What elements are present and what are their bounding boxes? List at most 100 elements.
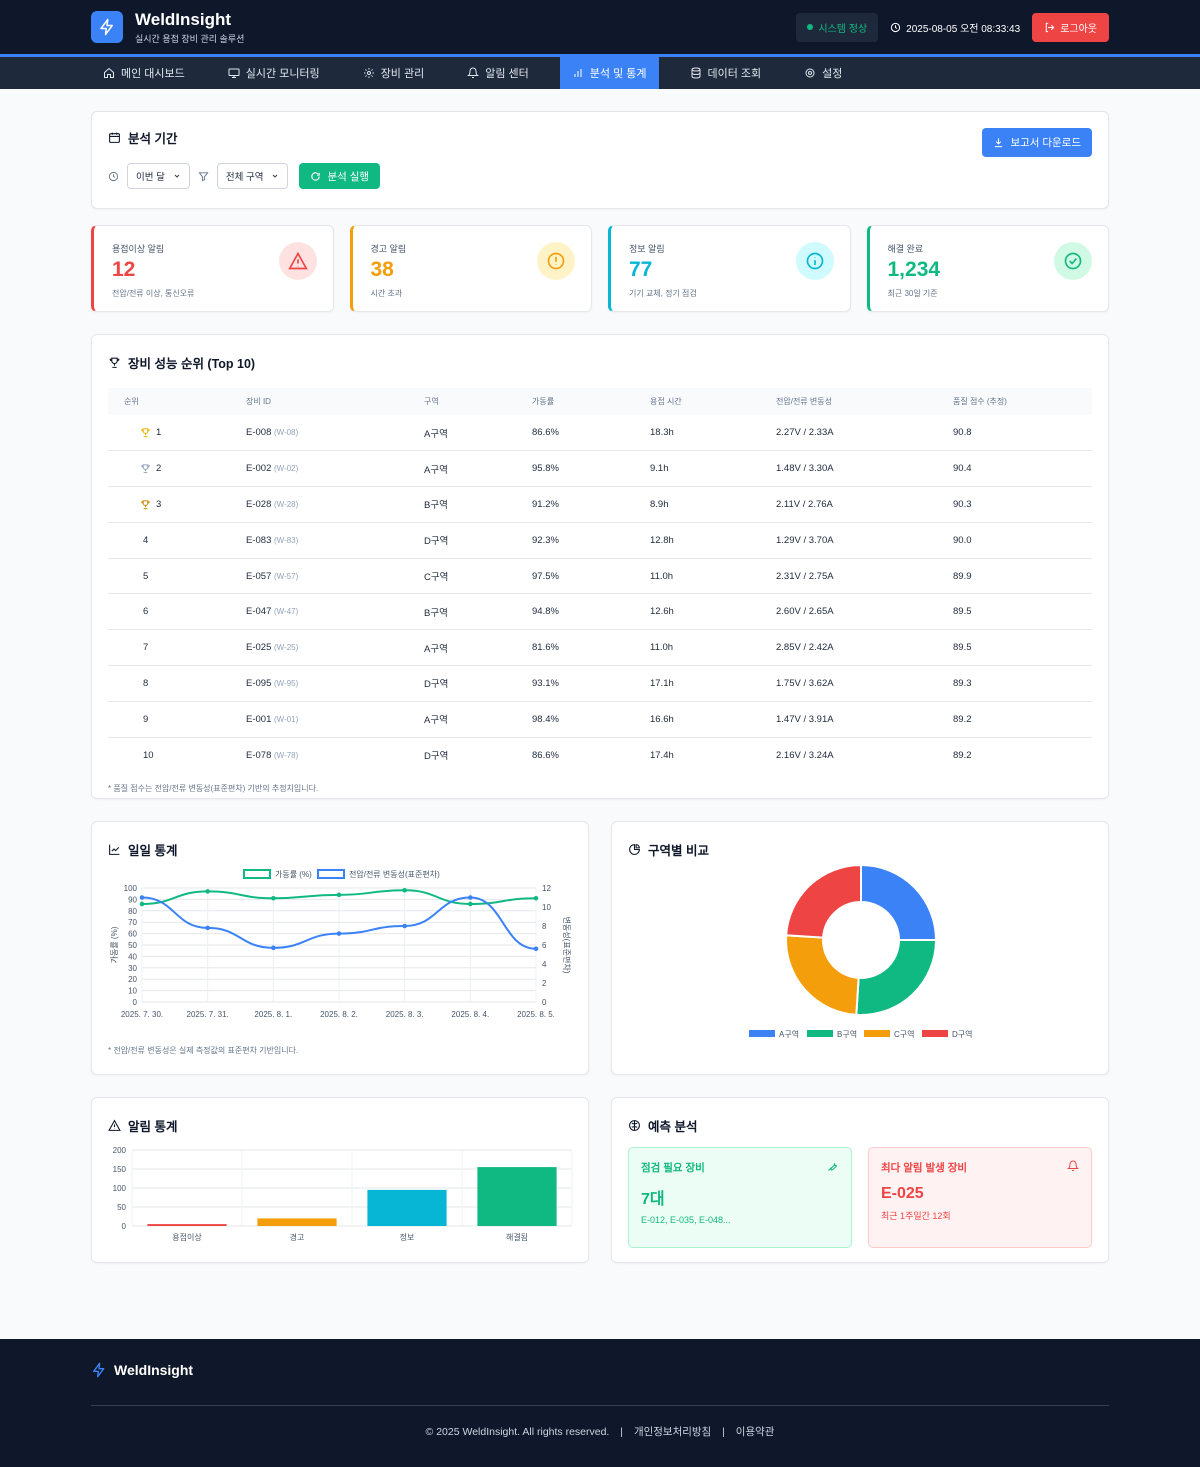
legend-label: 가동률 (%) (275, 870, 312, 879)
data-point[interactable] (205, 925, 210, 931)
zone-cell: A구역 (408, 629, 516, 667)
table-row[interactable]: 10 E-078 (W-78) D구역 86.6% 17.4h 2.16V / … (108, 737, 1092, 773)
data-point[interactable] (336, 892, 342, 898)
zone-title: 구역별 비교 (648, 844, 709, 858)
equipment-id-cell: E-057 (W-57) (230, 558, 408, 595)
table-row[interactable]: 9 E-001 (W-01) A구역 98.4% 16.6h 1.47V / 3… (108, 701, 1092, 738)
terms-link[interactable]: 이용약관 (735, 1426, 775, 1438)
refresh-icon (311, 171, 321, 181)
data-point[interactable] (402, 923, 407, 929)
equipment-sub-id: (W-83) (274, 535, 299, 545)
y-tick-label: 200 (113, 1146, 127, 1155)
x-tick-label: 2025. 8. 2. (320, 1010, 358, 1019)
zone-select[interactable]: 전체 구역 (216, 163, 289, 189)
y-tick-label: 90 (128, 895, 137, 904)
equipment-id: E-025 (246, 642, 272, 654)
legend-label: 전압/전류 변동성(표준편차) (349, 869, 440, 879)
footer-brand[interactable]: WeldInsight (91, 1339, 1109, 1378)
nav-alert-center[interactable]: 알림 센터 (455, 57, 541, 89)
nav-realtime-monitoring[interactable]: 실시간 모니터링 (216, 57, 332, 89)
privacy-link[interactable]: 개인정보처리방침 (633, 1426, 712, 1438)
equipment-id-cell: E-002 (W-02) (230, 450, 408, 488)
table-row[interactable]: 2 E-002 (W-02) A구역 95.8% 9.1h 1.48V / 3.… (108, 450, 1092, 488)
stat-card: 용접이상 알림 12 전압/전류 이상, 통신오류 (91, 225, 334, 312)
column-header: 구역 (424, 397, 439, 406)
logout-button[interactable]: 로그아웃 (1032, 12, 1109, 42)
data-point[interactable] (139, 901, 145, 907)
brand[interactable]: WeldInsight 실시간 용접 장비 관리 솔루션 (91, 10, 244, 45)
top-alert-value: E-025 (881, 1185, 924, 1202)
x-tick-label: 경고 (290, 1232, 305, 1242)
data-point[interactable] (468, 901, 473, 907)
bolt-icon (91, 11, 123, 43)
stat-value: 1,234 (887, 258, 941, 281)
zone-cell: A구역 (408, 415, 516, 452)
download-report-button[interactable]: 보고서 다운로드 (982, 128, 1092, 157)
run-analysis-button[interactable]: 분석 실행 (299, 163, 381, 189)
maintenance-needed-panel[interactable]: 점검 필요 장비 7대 E-012, E-035, E-048... (628, 1147, 852, 1248)
rate-cell: 81.6% (516, 629, 634, 667)
period-title: 분석 기간 (128, 132, 178, 146)
ranking-title: 장비 성능 순위 (Top 10) (128, 357, 256, 371)
bar[interactable] (147, 1224, 227, 1226)
table-row[interactable]: 3 E-028 (W-28) B구역 91.2% 8.9h 2.11V / 2.… (108, 486, 1092, 523)
rank-cell: 7 (108, 629, 230, 667)
alert-stats-card: 알림 통계 0 50 100 150 200 용접이상 경고 정보 해결됨 (91, 1097, 589, 1263)
nav-data-query[interactable]: 데이터 조회 (678, 57, 774, 89)
bar[interactable] (477, 1167, 557, 1226)
top-alert-equipment-panel[interactable]: 최다 알림 발생 장비 E-025 최근 1주일간 12회 (868, 1147, 1092, 1248)
nav-label: 분석 및 통계 (589, 68, 647, 80)
y-tick-label: 0 (122, 1222, 127, 1231)
table-row[interactable]: 8 E-095 (W-95) D구역 93.1% 17.1h 1.75V / 3… (108, 665, 1092, 702)
rate-cell: 93.1% (516, 665, 634, 702)
table-row[interactable]: 5 E-057 (W-57) C구역 97.5% 11.0h 2.31V / 2… (108, 558, 1092, 595)
equipment-id: E-057 (246, 570, 272, 582)
bar[interactable] (257, 1218, 337, 1226)
x-tick-label: 2025. 8. 1. (254, 1010, 292, 1019)
nav-label: 설정 (822, 68, 843, 80)
table-row[interactable]: 6 E-047 (W-47) B구역 94.8% 12.6h 2.60V / 2… (108, 593, 1092, 631)
data-point[interactable] (139, 895, 145, 900)
data-point[interactable] (533, 946, 539, 952)
stat-card: 정보 알림 77 기기 교체, 정기 점검 (608, 225, 851, 312)
pie-slice[interactable] (785, 866, 862, 939)
legend-swatch (864, 1030, 890, 1037)
nav-analytics[interactable]: 분석 및 통계 (559, 57, 659, 89)
data-point[interactable] (468, 895, 473, 900)
data-point[interactable] (533, 895, 539, 901)
table-row[interactable]: 4 E-083 (W-83) D구역 92.3% 12.8h 1.29V / 3… (108, 522, 1092, 559)
bar[interactable] (367, 1189, 447, 1226)
nav-settings[interactable]: 설정 (792, 57, 854, 89)
variability-cell: 1.48V / 3.30A (760, 450, 937, 488)
table-row[interactable]: 1 E-008 (W-08) A구역 86.6% 18.3h 2.27V / 2… (108, 415, 1092, 452)
y-tick-label: 70 (128, 918, 137, 927)
weld-time-cell: 12.6h (634, 593, 760, 631)
alert-circle-icon (537, 242, 575, 280)
equipment-id: E-078 (246, 749, 272, 761)
period-select[interactable]: 이번 달 (127, 163, 190, 189)
filter-icon (198, 171, 209, 181)
stat-cards: 용접이상 알림 12 전압/전류 이상, 통신오류 경고 알림 38 시간 초과… (91, 225, 1109, 312)
pie-slice[interactable] (785, 934, 860, 1016)
gear-icon (363, 68, 374, 78)
data-point[interactable] (205, 889, 210, 894)
data-point[interactable] (402, 887, 407, 893)
rank-value: 8 (143, 677, 149, 689)
bar-chart-icon (574, 69, 582, 77)
rank-cell: 2 (108, 450, 230, 488)
pie-slice[interactable] (860, 866, 938, 941)
nav-equipment[interactable]: 장비 관리 (351, 57, 437, 89)
data-point[interactable] (271, 945, 276, 951)
rank-value: 4 (143, 534, 149, 546)
nav-main-dashboard[interactable]: 메인 대시보드 (91, 57, 197, 89)
rate-cell: 91.2% (516, 486, 634, 523)
stat-sub: 최근 30일 기준 (887, 289, 938, 298)
chevron-down-icon (174, 174, 180, 178)
rate-cell: 86.6% (532, 749, 559, 761)
data-point[interactable] (336, 931, 342, 936)
table-row[interactable]: 7 E-025 (W-25) A구역 81.6% 11.0h 2.85V / 2… (108, 629, 1092, 667)
pie-slice[interactable] (855, 939, 938, 1016)
stat-label: 경고 알림 (370, 244, 407, 254)
y2-tick-label: 8 (542, 922, 547, 931)
data-point[interactable] (271, 895, 276, 901)
